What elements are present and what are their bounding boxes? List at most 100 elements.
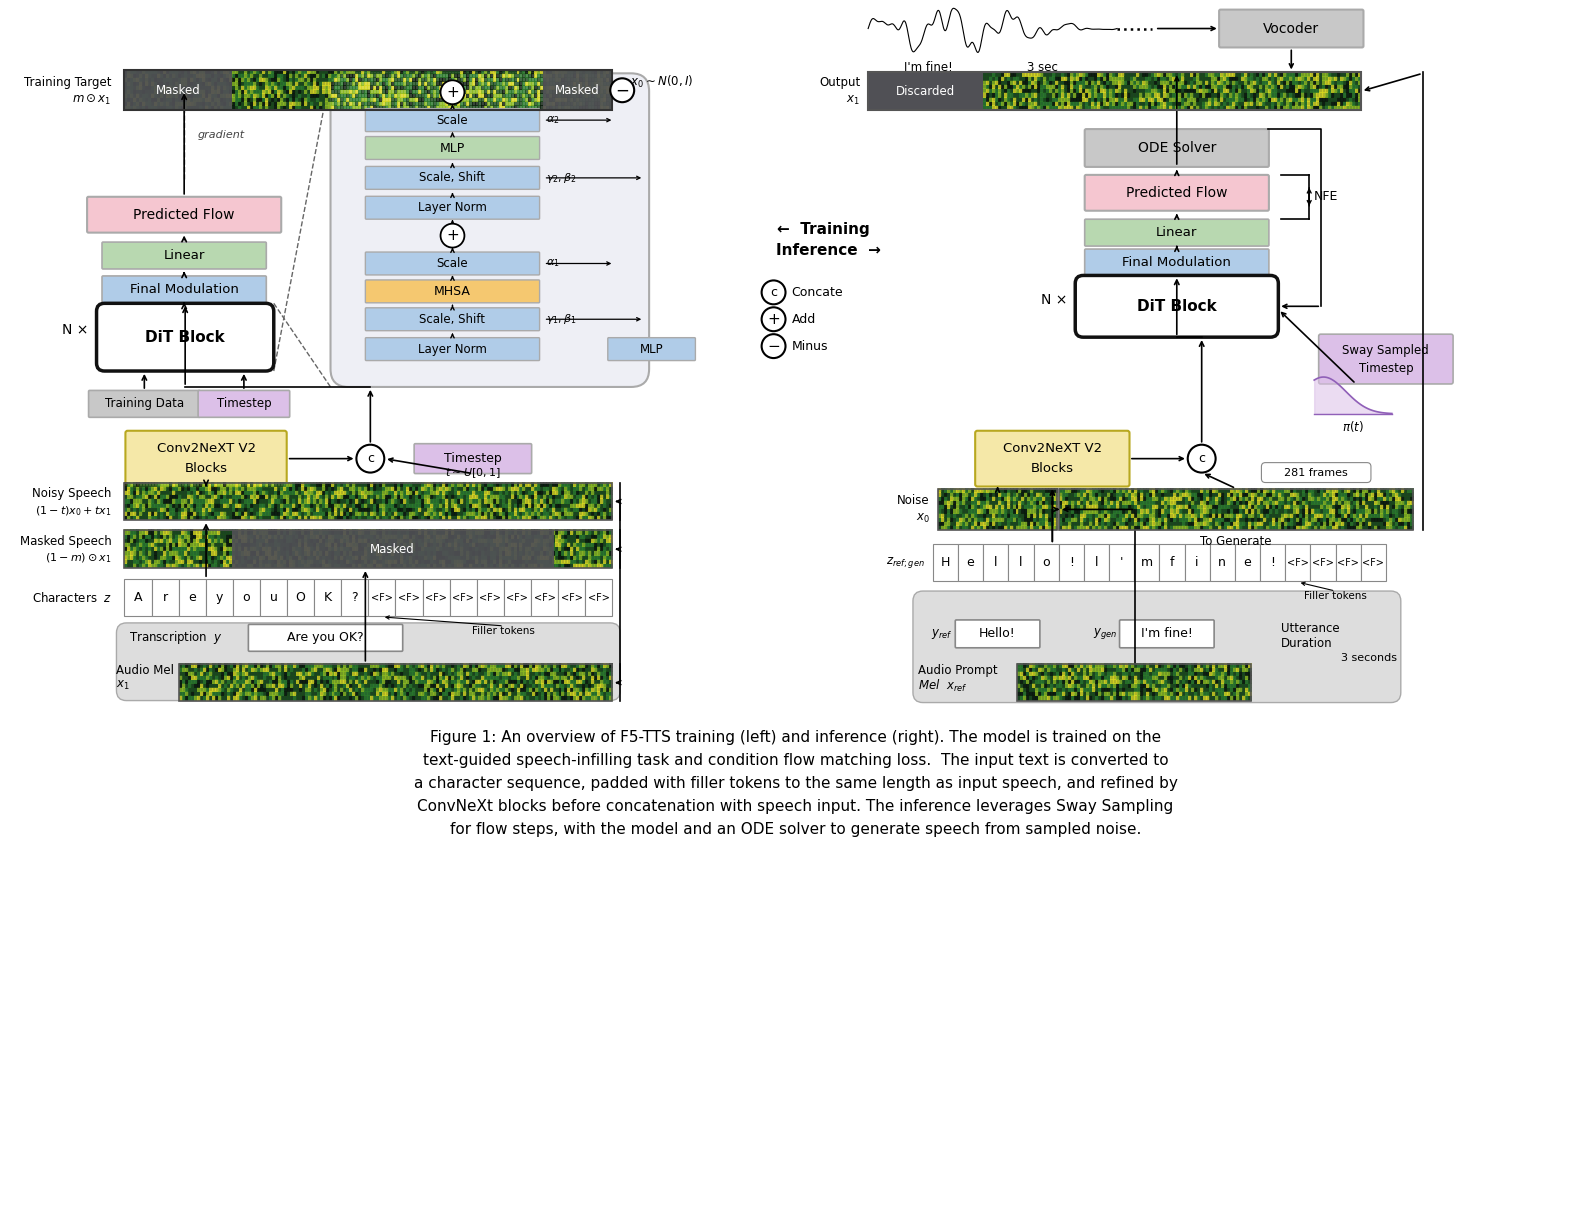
FancyBboxPatch shape bbox=[459, 679, 464, 684]
FancyBboxPatch shape bbox=[1102, 96, 1107, 101]
FancyBboxPatch shape bbox=[1072, 101, 1077, 106]
FancyBboxPatch shape bbox=[394, 507, 398, 513]
FancyBboxPatch shape bbox=[1144, 671, 1147, 677]
FancyBboxPatch shape bbox=[382, 691, 386, 697]
FancyBboxPatch shape bbox=[529, 481, 532, 487]
FancyBboxPatch shape bbox=[1275, 500, 1278, 505]
FancyBboxPatch shape bbox=[1174, 521, 1177, 526]
FancyBboxPatch shape bbox=[394, 663, 398, 668]
FancyBboxPatch shape bbox=[284, 529, 287, 534]
FancyBboxPatch shape bbox=[193, 503, 198, 508]
FancyBboxPatch shape bbox=[1340, 93, 1343, 98]
FancyBboxPatch shape bbox=[382, 529, 386, 534]
FancyBboxPatch shape bbox=[379, 691, 383, 697]
FancyBboxPatch shape bbox=[1262, 96, 1266, 101]
FancyBboxPatch shape bbox=[1198, 525, 1201, 531]
FancyBboxPatch shape bbox=[182, 687, 187, 692]
FancyBboxPatch shape bbox=[325, 101, 329, 106]
FancyBboxPatch shape bbox=[143, 70, 146, 75]
FancyBboxPatch shape bbox=[550, 77, 553, 82]
FancyBboxPatch shape bbox=[577, 696, 580, 701]
FancyBboxPatch shape bbox=[241, 498, 246, 504]
FancyBboxPatch shape bbox=[331, 486, 334, 491]
FancyBboxPatch shape bbox=[1239, 667, 1243, 672]
FancyBboxPatch shape bbox=[1036, 675, 1039, 680]
FancyBboxPatch shape bbox=[203, 105, 206, 110]
FancyBboxPatch shape bbox=[496, 74, 499, 78]
FancyBboxPatch shape bbox=[493, 667, 497, 672]
FancyBboxPatch shape bbox=[1064, 96, 1068, 101]
Text: +: + bbox=[447, 228, 459, 244]
FancyBboxPatch shape bbox=[546, 93, 550, 98]
FancyBboxPatch shape bbox=[1036, 500, 1041, 505]
FancyBboxPatch shape bbox=[1240, 71, 1245, 76]
FancyBboxPatch shape bbox=[1198, 684, 1202, 689]
FancyBboxPatch shape bbox=[223, 687, 228, 692]
FancyBboxPatch shape bbox=[173, 555, 176, 560]
FancyBboxPatch shape bbox=[478, 529, 482, 534]
FancyBboxPatch shape bbox=[1259, 80, 1262, 84]
FancyBboxPatch shape bbox=[1365, 492, 1369, 497]
FancyBboxPatch shape bbox=[550, 684, 553, 689]
FancyBboxPatch shape bbox=[955, 496, 960, 500]
FancyBboxPatch shape bbox=[483, 679, 488, 684]
FancyBboxPatch shape bbox=[280, 684, 285, 689]
FancyBboxPatch shape bbox=[265, 74, 269, 78]
FancyBboxPatch shape bbox=[591, 511, 596, 516]
FancyBboxPatch shape bbox=[455, 663, 458, 668]
FancyBboxPatch shape bbox=[280, 494, 284, 499]
FancyBboxPatch shape bbox=[125, 498, 128, 504]
FancyBboxPatch shape bbox=[502, 105, 505, 110]
FancyBboxPatch shape bbox=[1269, 500, 1274, 505]
FancyBboxPatch shape bbox=[227, 529, 230, 534]
FancyBboxPatch shape bbox=[1104, 671, 1109, 677]
FancyBboxPatch shape bbox=[1396, 521, 1399, 526]
FancyBboxPatch shape bbox=[1202, 93, 1205, 98]
FancyBboxPatch shape bbox=[328, 70, 333, 75]
FancyBboxPatch shape bbox=[1177, 671, 1180, 677]
FancyBboxPatch shape bbox=[1248, 513, 1251, 517]
FancyBboxPatch shape bbox=[534, 511, 539, 516]
FancyBboxPatch shape bbox=[448, 541, 451, 548]
FancyBboxPatch shape bbox=[369, 498, 374, 504]
FancyBboxPatch shape bbox=[586, 546, 589, 551]
FancyBboxPatch shape bbox=[1389, 509, 1392, 514]
FancyBboxPatch shape bbox=[412, 81, 415, 87]
FancyBboxPatch shape bbox=[1049, 513, 1052, 517]
FancyBboxPatch shape bbox=[535, 679, 539, 684]
FancyBboxPatch shape bbox=[337, 481, 341, 487]
FancyBboxPatch shape bbox=[499, 675, 502, 680]
FancyBboxPatch shape bbox=[594, 675, 599, 680]
FancyBboxPatch shape bbox=[310, 691, 315, 697]
FancyBboxPatch shape bbox=[1218, 691, 1223, 697]
FancyBboxPatch shape bbox=[250, 515, 253, 520]
FancyBboxPatch shape bbox=[372, 555, 377, 560]
FancyBboxPatch shape bbox=[1281, 517, 1285, 522]
FancyBboxPatch shape bbox=[1275, 513, 1278, 517]
FancyBboxPatch shape bbox=[469, 93, 472, 98]
FancyBboxPatch shape bbox=[274, 675, 279, 680]
FancyBboxPatch shape bbox=[537, 558, 542, 564]
FancyBboxPatch shape bbox=[247, 667, 252, 672]
FancyBboxPatch shape bbox=[564, 77, 569, 82]
FancyBboxPatch shape bbox=[510, 563, 515, 568]
FancyBboxPatch shape bbox=[588, 671, 592, 677]
FancyBboxPatch shape bbox=[556, 77, 559, 82]
FancyBboxPatch shape bbox=[307, 503, 310, 508]
FancyBboxPatch shape bbox=[1052, 517, 1055, 522]
FancyBboxPatch shape bbox=[604, 503, 607, 508]
FancyBboxPatch shape bbox=[532, 101, 535, 106]
FancyBboxPatch shape bbox=[1242, 487, 1247, 493]
FancyBboxPatch shape bbox=[265, 546, 269, 551]
FancyBboxPatch shape bbox=[1400, 509, 1405, 514]
FancyBboxPatch shape bbox=[1090, 696, 1093, 701]
FancyBboxPatch shape bbox=[1161, 684, 1166, 689]
FancyBboxPatch shape bbox=[1026, 684, 1031, 689]
FancyBboxPatch shape bbox=[950, 509, 954, 514]
FancyBboxPatch shape bbox=[499, 511, 502, 516]
FancyBboxPatch shape bbox=[463, 687, 467, 692]
FancyBboxPatch shape bbox=[600, 684, 605, 689]
FancyBboxPatch shape bbox=[257, 663, 261, 668]
FancyBboxPatch shape bbox=[998, 500, 1001, 505]
FancyBboxPatch shape bbox=[456, 74, 461, 78]
